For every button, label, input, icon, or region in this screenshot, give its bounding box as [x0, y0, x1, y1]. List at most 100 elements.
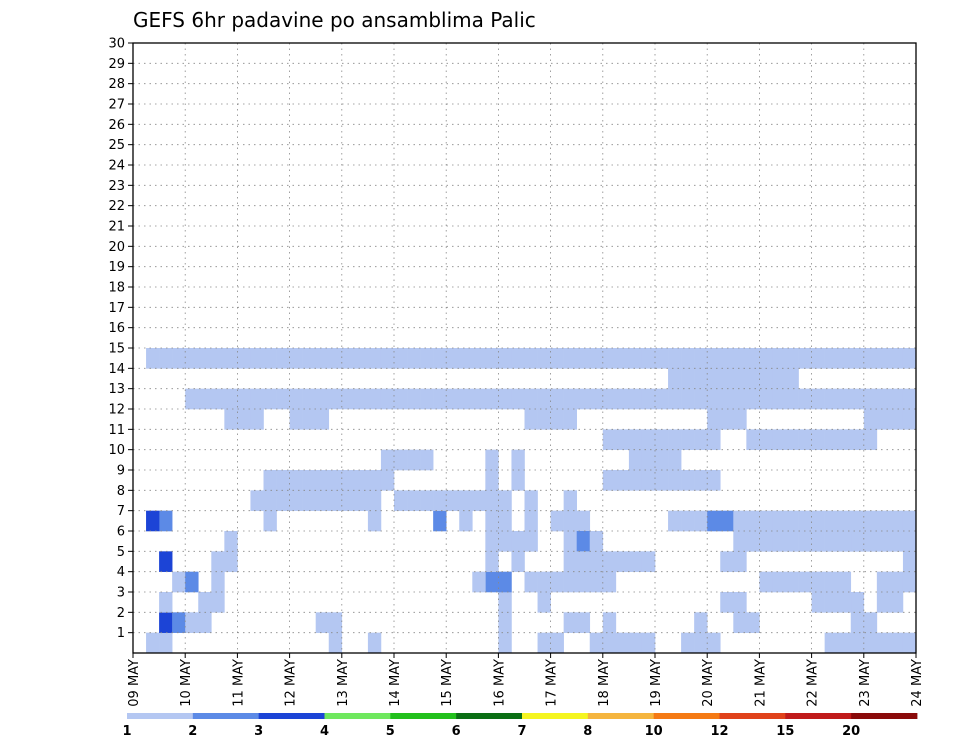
heatmap-cell	[563, 531, 577, 552]
y-tick-label: 8	[117, 484, 125, 499]
heatmap-cell	[367, 510, 382, 532]
heatmap-cell	[733, 388, 747, 410]
heatmap-cell	[837, 348, 852, 369]
heatmap-cell	[380, 470, 395, 491]
y-tick-label: 18	[108, 281, 125, 296]
heatmap-cell	[902, 348, 917, 369]
heatmap-cell	[889, 571, 904, 593]
colorbar-label: 20	[842, 724, 860, 739]
heatmap-cell	[276, 348, 290, 369]
heatmap-cell	[589, 388, 604, 410]
heatmap-cell	[328, 470, 343, 491]
heatmap-cell	[850, 348, 865, 369]
heatmap-cell	[850, 592, 865, 613]
heatmap-cell	[772, 348, 786, 369]
heatmap-cell	[863, 531, 878, 552]
y-tick-label: 12	[108, 403, 125, 418]
heatmap-cell	[537, 632, 551, 654]
heatmap-cell	[902, 531, 917, 552]
heatmap-cell	[472, 348, 486, 369]
heatmap-cell	[341, 490, 356, 511]
heatmap-cell	[446, 348, 460, 369]
heatmap-cell	[524, 571, 538, 593]
y-tick-label: 2	[117, 606, 125, 621]
heatmap-cell	[772, 388, 786, 410]
heatmap-cell	[733, 592, 747, 613]
colorbar-segment	[390, 713, 457, 719]
heatmap-cell	[681, 348, 695, 369]
heatmap-cell	[211, 592, 225, 613]
heatmap-cell	[798, 571, 812, 593]
heatmap-cell	[811, 571, 825, 593]
heatmap-cell	[876, 592, 891, 613]
heatmap-cell	[302, 388, 316, 410]
y-tick-label: 16	[108, 321, 125, 336]
heatmap-cell	[459, 388, 473, 410]
heatmap-cell	[707, 470, 721, 491]
heatmap-cell	[772, 510, 786, 532]
x-tick-label: 15 MAY	[440, 659, 455, 707]
heatmap-cell	[876, 510, 891, 532]
colorbar-label: 8	[583, 724, 592, 739]
heatmap-cell	[733, 348, 747, 369]
heatmap-cell	[850, 429, 865, 450]
heatmap-cell	[198, 592, 212, 613]
heatmap-cell	[576, 571, 591, 593]
heatmap-cell	[146, 632, 160, 654]
heatmap-cell	[420, 348, 434, 369]
heatmap-cell	[185, 348, 199, 369]
heatmap-cell	[576, 348, 591, 369]
heatmap-cell	[628, 429, 643, 450]
y-tick-label: 10	[108, 443, 125, 458]
heatmap-cell	[889, 510, 904, 532]
colorbar-segment	[851, 713, 918, 719]
heatmap-cell	[902, 409, 917, 430]
heatmap-cell	[550, 632, 564, 654]
heatmap-cell	[733, 612, 747, 633]
heatmap-cell	[694, 632, 708, 654]
heatmap-cell	[563, 388, 577, 410]
y-tick-label: 9	[117, 464, 125, 479]
heatmap-cell	[759, 571, 773, 593]
x-tick-label: 18 MAY	[597, 659, 612, 707]
heatmap-cell	[172, 348, 186, 369]
heatmap-cell	[407, 348, 421, 369]
heatmap-cell	[341, 348, 356, 369]
heatmap-cell	[824, 571, 838, 593]
heatmap-cell	[615, 388, 630, 410]
heatmap-cell	[485, 571, 499, 593]
heatmap-cell	[263, 490, 277, 511]
heatmap-cell	[759, 429, 773, 450]
heatmap-cell	[824, 429, 838, 450]
x-tick-label: 24 MAY	[910, 659, 925, 707]
heatmap-cell	[863, 510, 878, 532]
y-tick-label: 7	[117, 504, 125, 519]
heatmap-cell	[367, 470, 382, 491]
heatmap-cell	[785, 510, 799, 532]
heatmap-cell	[811, 510, 825, 532]
heatmap-cell	[159, 510, 173, 532]
heatmap-cell	[263, 388, 277, 410]
heatmap-cell	[733, 368, 747, 389]
heatmap-cell	[263, 510, 277, 532]
heatmap-cell	[668, 388, 682, 410]
x-tick-label: 13 MAY	[336, 659, 351, 707]
heatmap-cell	[211, 571, 225, 593]
heatmap-cell	[628, 449, 643, 471]
heatmap-cell	[811, 592, 825, 613]
heatmap-cell	[863, 429, 878, 450]
heatmap-cell	[615, 429, 630, 450]
heatmap-cell	[276, 388, 290, 410]
heatmap-cell	[289, 388, 303, 410]
colorbar-label: 3	[254, 724, 263, 739]
heatmap-cell	[263, 348, 277, 369]
heatmap-cell	[250, 490, 264, 511]
heatmap-cell	[602, 429, 617, 450]
heatmap-cell	[511, 531, 525, 552]
heatmap-cell	[159, 348, 173, 369]
heatmap-cell	[433, 388, 447, 410]
heatmap-cell	[772, 571, 786, 593]
heatmap-cell	[185, 612, 199, 633]
colorbar-label: 12	[710, 724, 728, 739]
heatmap-cell	[354, 470, 369, 491]
